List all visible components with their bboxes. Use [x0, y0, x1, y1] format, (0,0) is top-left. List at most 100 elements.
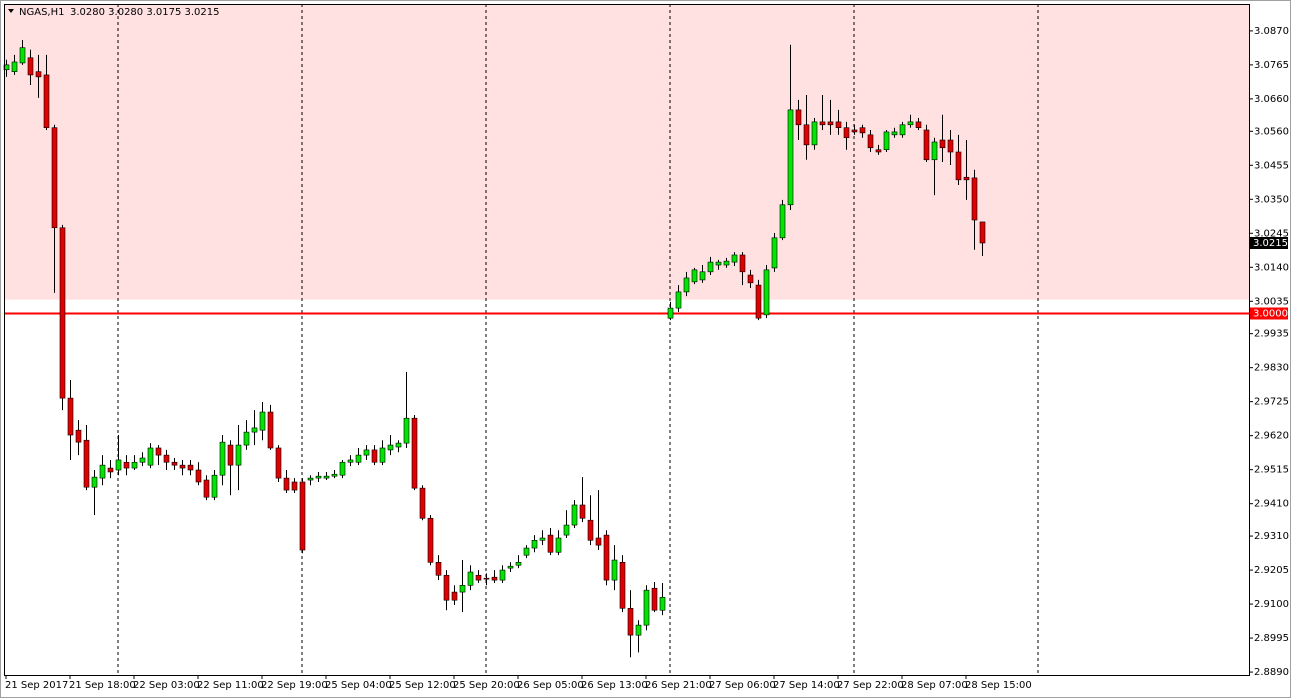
- candle-body: [587, 519, 594, 541]
- candle-body: [539, 537, 546, 541]
- candle-body: [867, 134, 874, 149]
- candle-body: [571, 504, 578, 526]
- candle-body: [251, 427, 258, 433]
- candle-body: [899, 124, 906, 136]
- candle-body: [523, 547, 530, 556]
- y-tick-label: 2.8995: [1254, 633, 1289, 644]
- candle-body: [915, 121, 922, 129]
- candle-body: [515, 562, 522, 566]
- candle-body: [331, 473, 338, 477]
- x-tick-label: 22 Sep 11:00: [197, 680, 264, 691]
- level-label: 3.0000: [1253, 309, 1288, 320]
- candle-body: [963, 176, 970, 181]
- candle-body: [75, 429, 82, 443]
- candle-body: [443, 574, 450, 601]
- y-tick-label: 2.9935: [1254, 329, 1289, 340]
- candle-body: [555, 537, 562, 553]
- candle-body: [659, 596, 666, 611]
- y-tick-label: 3.0560: [1254, 126, 1289, 137]
- candle-body: [179, 464, 186, 469]
- candle-body: [603, 534, 610, 581]
- ohlc-header: 3.0280 3.0280 3.0175 3.0215: [70, 7, 220, 18]
- candle-body: [131, 461, 138, 469]
- candle-body: [91, 476, 98, 488]
- candle-body: [99, 464, 106, 479]
- candle-body: [27, 57, 34, 76]
- menu-triangle[interactable]: [8, 9, 14, 13]
- x-tick-label: 25 Sep 12:00: [389, 680, 456, 691]
- candle-body: [691, 269, 698, 283]
- candle-body: [635, 624, 642, 636]
- candle-body: [779, 204, 786, 239]
- candle-body: [939, 139, 946, 149]
- candle-body: [947, 139, 954, 153]
- level-label-box: [1250, 307, 1288, 320]
- candle-body: [683, 277, 690, 293]
- candle-body: [211, 474, 218, 498]
- candle-body: [755, 284, 762, 319]
- candle-body: [627, 607, 634, 636]
- candle-body: [395, 442, 402, 448]
- x-tick-label: 27 Sep 14:00: [773, 680, 840, 691]
- x-tick-label: 26 Sep 21:00: [645, 680, 712, 691]
- candle-body: [227, 444, 234, 466]
- y-tick-label: 2.9205: [1254, 565, 1289, 576]
- candle-body: [979, 221, 986, 244]
- candle-body: [195, 469, 202, 483]
- candle-body: [267, 411, 274, 449]
- candle-body: [299, 481, 306, 551]
- candle-body: [971, 177, 978, 221]
- y-tick-label: 2.9310: [1254, 531, 1289, 542]
- candle-body: [467, 571, 474, 586]
- candle-body: [507, 565, 514, 569]
- candle-body: [387, 444, 394, 451]
- symbol: NGAS,H1: [19, 7, 64, 18]
- candle-body: [371, 449, 378, 463]
- candle-body: [35, 71, 42, 78]
- candle-body: [259, 411, 266, 431]
- x-tick-label: 22 Sep 19:00: [261, 680, 328, 691]
- x-tick-label: 25 Sep 04:00: [325, 680, 392, 691]
- candle-body: [771, 237, 778, 269]
- last-price-box: [1250, 236, 1288, 249]
- candle-body: [795, 109, 802, 126]
- candle-body: [379, 447, 386, 463]
- candle-body: [731, 254, 738, 263]
- candle-body: [675, 291, 682, 309]
- candle-body: [171, 461, 178, 466]
- candle-body: [51, 127, 58, 229]
- x-tick-label: 26 Sep 05:00: [517, 680, 584, 691]
- candle-body: [827, 121, 834, 126]
- candle-body: [315, 475, 322, 479]
- shaded-zone: [5, 5, 1249, 300]
- candle-body: [139, 457, 146, 463]
- candle-body: [307, 477, 314, 481]
- last-price-label: 3.0215: [1253, 238, 1288, 249]
- candle-body: [811, 121, 818, 146]
- candle-body: [219, 441, 226, 476]
- plot-area: [3, 4, 1249, 675]
- candle-body: [59, 227, 66, 399]
- x-tick-label: 26 Sep 13:00: [581, 680, 648, 691]
- y-tick-label: 2.9410: [1254, 499, 1289, 510]
- candle-body: [115, 459, 122, 471]
- candle-body: [363, 449, 370, 456]
- x-tick-label: 27 Sep 06:00: [709, 680, 776, 691]
- y-tick-label: 3.0870: [1254, 26, 1289, 37]
- candle-body: [483, 577, 490, 580]
- y-tick-label: 3.0660: [1254, 94, 1289, 105]
- y-tick-label: 2.9830: [1254, 363, 1289, 374]
- candle-body: [699, 271, 706, 281]
- candle-body: [611, 559, 618, 581]
- candle-body: [43, 74, 50, 129]
- candle-body: [707, 261, 714, 273]
- y-tick-label: 2.9620: [1254, 431, 1289, 442]
- y-tick-label: 2.9725: [1254, 397, 1289, 408]
- candle-body: [843, 127, 850, 139]
- y-tick-label: 3.0350: [1254, 194, 1289, 205]
- candle-body: [451, 591, 458, 601]
- candle-body: [275, 447, 282, 479]
- candle-body: [339, 461, 346, 476]
